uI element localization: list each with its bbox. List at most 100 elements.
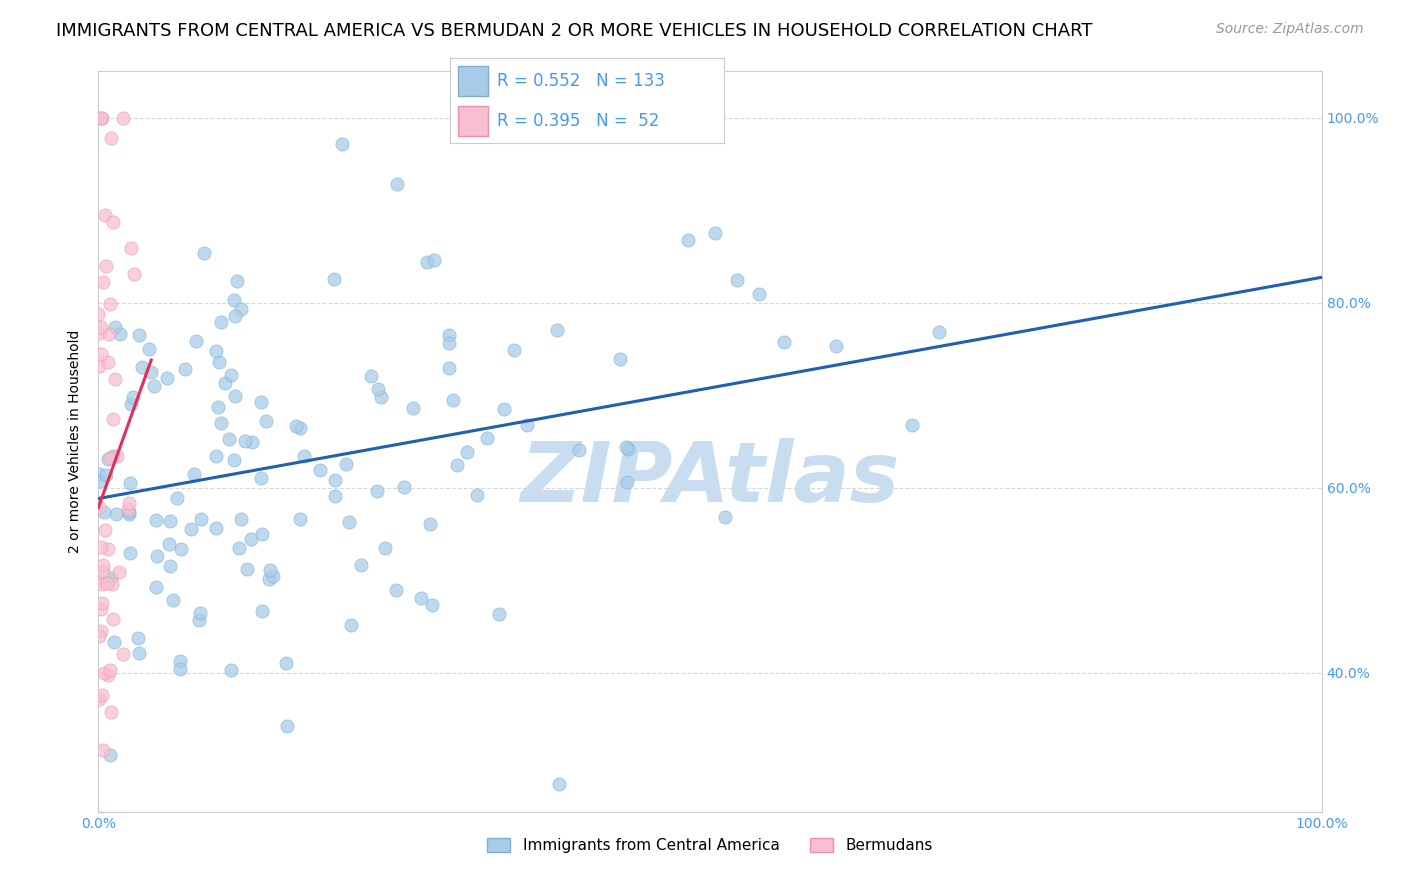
Point <box>205 521 228 535</box>
Point <box>475 431 498 445</box>
Point <box>340 618 363 632</box>
Point <box>214 376 236 391</box>
Point <box>713 509 735 524</box>
Point <box>90 576 112 591</box>
Point <box>103 635 125 649</box>
Point <box>97 668 120 682</box>
Legend: Immigrants from Central America, Bermudans: Immigrants from Central America, Bermuda… <box>481 832 939 860</box>
Point <box>616 440 638 454</box>
Point <box>146 549 169 563</box>
Point <box>285 419 308 434</box>
Point <box>254 414 277 428</box>
Point <box>259 562 281 576</box>
Point <box>93 505 115 519</box>
Text: Source: ZipAtlas.com: Source: ZipAtlas.com <box>1216 22 1364 37</box>
Point <box>90 111 112 125</box>
Point <box>111 647 134 661</box>
Point <box>156 370 179 384</box>
Point <box>257 572 280 586</box>
Point <box>103 449 125 463</box>
Point <box>360 369 382 384</box>
Point <box>330 136 353 151</box>
Point <box>128 327 150 342</box>
Point <box>703 226 725 240</box>
Point <box>94 467 117 482</box>
Point <box>145 513 167 527</box>
Point <box>98 297 121 311</box>
Text: R = 0.395   N =  52: R = 0.395 N = 52 <box>496 112 659 130</box>
Point <box>107 450 129 464</box>
Point <box>159 559 181 574</box>
Text: R = 0.552   N = 133: R = 0.552 N = 133 <box>496 72 665 90</box>
Point <box>90 596 112 610</box>
Point <box>437 327 460 342</box>
Point <box>87 111 110 125</box>
Point <box>240 532 263 546</box>
Point <box>101 577 124 591</box>
Point <box>131 360 153 375</box>
Point <box>93 666 115 681</box>
Point <box>122 390 145 404</box>
Point <box>87 811 110 825</box>
Point <box>98 451 121 466</box>
Point <box>825 339 848 353</box>
Point <box>96 259 118 273</box>
Point <box>392 480 415 494</box>
Point <box>409 591 432 605</box>
Point <box>446 458 468 472</box>
Point <box>240 435 263 450</box>
Point <box>725 273 748 287</box>
Point <box>190 512 212 526</box>
Point <box>233 434 256 448</box>
Point <box>87 467 110 481</box>
Point <box>309 463 332 477</box>
Point <box>488 607 510 621</box>
Point <box>97 355 120 369</box>
Point <box>87 359 110 373</box>
Point <box>616 442 638 456</box>
Point <box>772 335 794 350</box>
Point <box>138 342 160 356</box>
Point <box>207 400 229 414</box>
Point <box>173 361 195 376</box>
Point <box>492 401 515 416</box>
Point <box>676 234 699 248</box>
Point <box>87 573 110 587</box>
Point <box>441 393 464 408</box>
Point <box>502 343 524 357</box>
Point <box>370 390 392 404</box>
Point <box>274 657 297 671</box>
Point <box>100 747 122 762</box>
Point <box>402 401 425 415</box>
Point <box>205 343 228 358</box>
Point <box>90 602 112 616</box>
Point <box>87 500 110 514</box>
Point <box>157 537 180 551</box>
Point <box>118 507 141 521</box>
Point <box>184 334 207 348</box>
Point <box>467 488 489 502</box>
Point <box>107 565 129 579</box>
Point <box>162 592 184 607</box>
Point <box>118 545 141 559</box>
Point <box>209 316 232 330</box>
Point <box>87 326 110 340</box>
Point <box>120 397 142 411</box>
Point <box>456 445 478 459</box>
Point <box>120 242 142 256</box>
Point <box>224 309 246 323</box>
Point <box>143 379 166 393</box>
Point <box>90 347 112 361</box>
Point <box>250 604 273 618</box>
Point <box>276 719 298 733</box>
Point <box>159 514 181 528</box>
Point <box>439 336 461 351</box>
Point <box>568 443 591 458</box>
Point <box>367 382 389 396</box>
Point <box>288 512 311 526</box>
Point <box>180 522 202 536</box>
Point <box>250 395 273 409</box>
Point <box>97 541 120 556</box>
Point <box>90 541 112 555</box>
Point <box>423 253 446 268</box>
